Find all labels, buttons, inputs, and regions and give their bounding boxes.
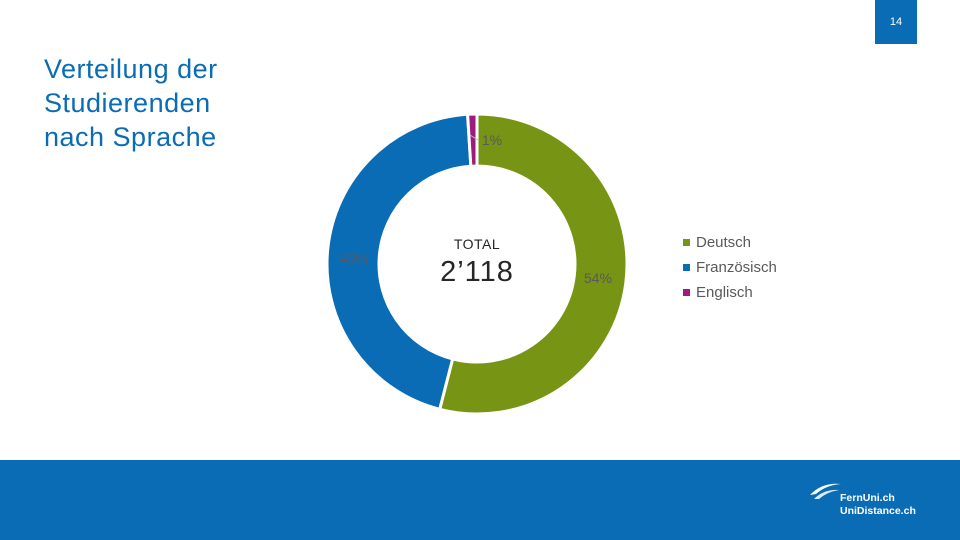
slide-title-line-1: Verteilung der [44,54,218,84]
legend-label-englisch: Englisch [696,284,753,301]
donut-slice-deutsch [437,112,629,416]
legend-item-englisch: Englisch [683,280,777,305]
legend-label-deutsch: Deutsch [696,234,752,251]
slide-title: Verteilung der Studierenden nach Sprache [44,52,304,154]
footer-bar [0,460,960,540]
logo-text: FernUni.ch UniDistance.ch [840,492,916,518]
center-total-label: TOTAL [454,236,500,252]
leader-line-englisch [469,134,479,141]
legend-label-franzoesisch: Französisch [696,259,777,276]
chart-legend: Deutsch Französisch Englisch [683,230,777,305]
legend-swatch-franzoesisch [683,264,690,271]
legend-swatch-deutsch [683,239,690,246]
data-label-franzsisch: 45% [340,250,368,266]
donut-slices [325,112,629,416]
legend-item-deutsch: Deutsch [683,230,777,255]
data-label-englisch: 1% [482,132,502,148]
swoosh-logo-icon [810,483,841,499]
logo-line-1: FernUni.ch [840,492,895,504]
fernuni-logo: FernUni.ch UniDistance.ch [808,480,928,520]
data-label-deutsch: 54% [584,270,612,286]
donut-slice-franzsisch [325,112,473,412]
legend-swatch-englisch [683,289,690,296]
legend-item-franzoesisch: Französisch [683,255,777,280]
logo-line-2: UniDistance.ch [840,505,916,517]
page-number: 14 [875,0,917,44]
data-labels: 54% 45% 1% [340,132,612,286]
center-total-value: 2’118 [440,256,514,288]
donut-slice-englisch [465,112,479,168]
slide-title-line-3: nach Sprache [44,122,217,152]
slide-title-line-2: Studierenden [44,88,211,118]
